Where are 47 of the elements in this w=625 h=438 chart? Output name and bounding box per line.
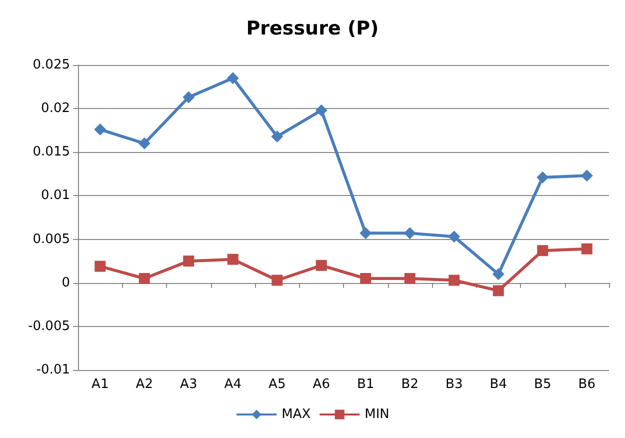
y-tick-label: 0.025: [32, 58, 70, 72]
x-tick-label: B3: [446, 377, 463, 392]
chart-title: Pressure (P): [246, 18, 379, 40]
y-tick-label: 0.01: [41, 188, 70, 204]
point: [537, 245, 548, 256]
point: [492, 268, 504, 280]
point: [182, 91, 195, 104]
point: [536, 171, 549, 184]
y-tick-label: 0.005: [32, 232, 70, 247]
point: [448, 230, 460, 243]
point: [183, 256, 194, 267]
x-tick-label: B1: [357, 377, 374, 392]
y-tick-label: -0.01: [36, 362, 70, 378]
y-tick-label: 0.02: [41, 101, 70, 116]
x-tick-label: B2: [401, 377, 418, 392]
point: [271, 130, 284, 142]
point: [226, 72, 239, 84]
x-tick-label: A3: [180, 377, 198, 392]
point: [404, 227, 416, 240]
point: [138, 137, 150, 150]
point: [272, 274, 283, 286]
y-tick-label: 0: [62, 275, 70, 290]
point: [316, 260, 327, 271]
point: [580, 170, 593, 182]
x-tick-label: A4: [224, 377, 242, 392]
x-tick-label: B4: [490, 377, 507, 392]
x-tick-label: B6: [578, 377, 596, 392]
x-tick-label: A6: [312, 377, 330, 392]
legend-label: MAX: [282, 407, 311, 422]
legend-label: MIN: [364, 407, 390, 422]
y-tick-label: -0.005: [28, 318, 70, 334]
point: [315, 104, 328, 116]
point: [581, 243, 592, 254]
x-tick-label: A2: [136, 377, 153, 392]
point: [360, 227, 372, 240]
x-tick-label: A5: [268, 377, 286, 392]
point: [227, 254, 238, 265]
x-tick-label: B5: [534, 377, 552, 392]
point: [94, 123, 106, 136]
y-tick-label: 0.015: [32, 144, 70, 160]
point: [448, 274, 460, 286]
x-tick-label: A1: [92, 377, 109, 392]
point: [492, 285, 504, 296]
point: [94, 260, 106, 272]
point: [360, 273, 372, 284]
point: [404, 273, 416, 284]
point: [138, 273, 150, 284]
